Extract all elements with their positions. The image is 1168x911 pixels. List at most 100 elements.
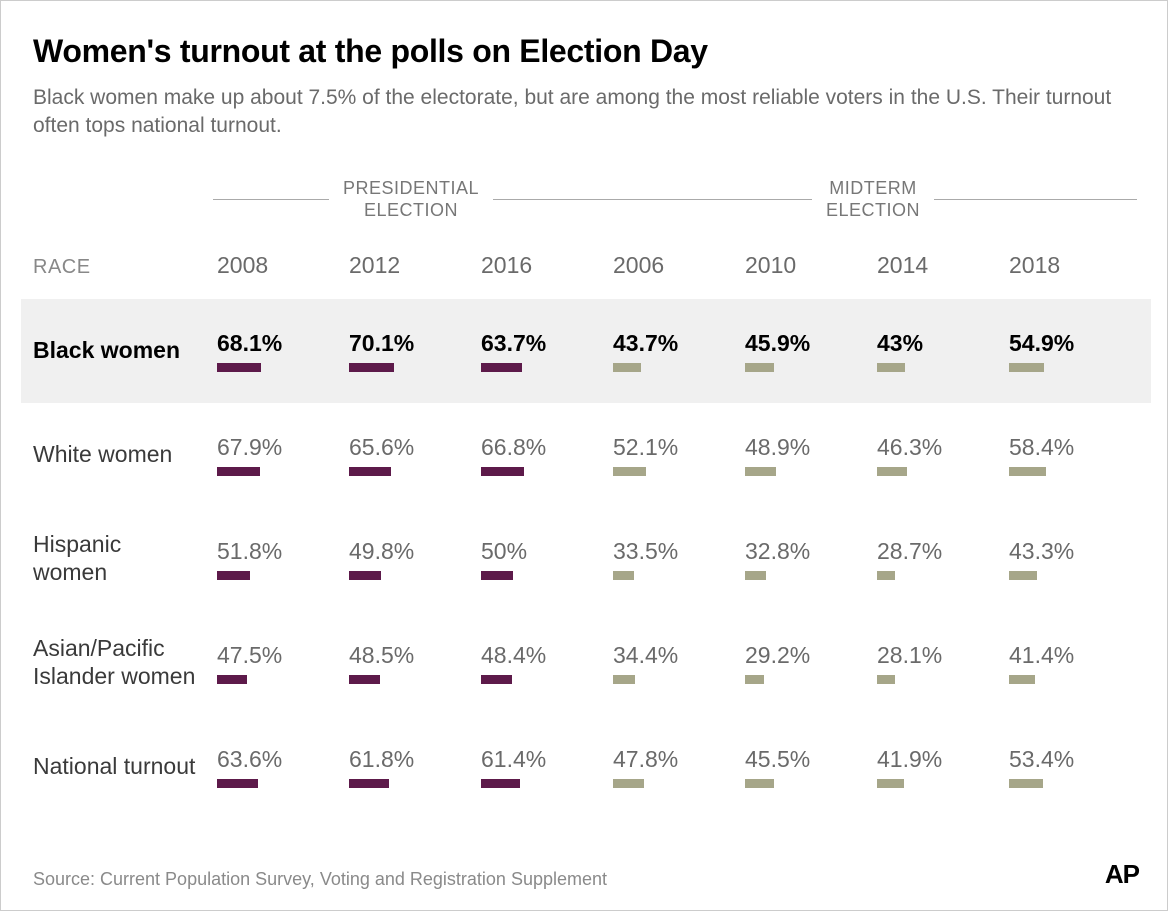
bar-indicator <box>349 363 394 372</box>
year-header: 2014 <box>873 252 1005 279</box>
year-header-row: RACE 2008201220162006201020142018 <box>33 252 1139 293</box>
cell-value: 49.8% <box>349 538 414 565</box>
cell-value: 50% <box>481 538 527 565</box>
data-cell: 67.9% <box>213 434 345 476</box>
group-header-midterm: MIDTERM ELECTION <box>609 177 1137 222</box>
cell-value: 52.1% <box>613 434 678 461</box>
table-row: Hispanic women51.8%49.8%50%33.5%32.8%28.… <box>33 507 1139 611</box>
year-header: 2018 <box>1005 252 1137 279</box>
cell-value: 58.4% <box>1009 434 1074 461</box>
data-cell: 65.6% <box>345 434 477 476</box>
data-cell: 43.3% <box>1005 538 1137 580</box>
data-cell: 61.4% <box>477 746 609 788</box>
data-cell: 48.9% <box>741 434 873 476</box>
bar-indicator <box>481 571 513 580</box>
bar-indicator <box>217 467 260 476</box>
data-cell: 45.9% <box>741 330 873 372</box>
bar-indicator <box>613 571 634 580</box>
row-label: White women <box>33 441 213 469</box>
group-label-midterm: MIDTERM ELECTION <box>812 177 934 222</box>
data-cell: 29.2% <box>741 642 873 684</box>
cell-value: 41.9% <box>877 746 942 773</box>
cell-value: 43.3% <box>1009 538 1074 565</box>
bar-indicator <box>481 363 522 372</box>
data-cell: 52.1% <box>609 434 741 476</box>
data-cell: 66.8% <box>477 434 609 476</box>
cell-value: 66.8% <box>481 434 546 461</box>
table-row: Black women68.1%70.1%63.7%43.7%45.9%43%5… <box>21 299 1151 403</box>
data-cell: 61.8% <box>345 746 477 788</box>
bar-indicator <box>481 779 520 788</box>
bar-indicator <box>745 675 764 684</box>
data-cell: 43.7% <box>609 330 741 372</box>
data-cell: 48.5% <box>345 642 477 684</box>
data-cell: 70.1% <box>345 330 477 372</box>
cell-value: 46.3% <box>877 434 942 461</box>
data-cell: 28.7% <box>873 538 1005 580</box>
year-header: 2012 <box>345 252 477 279</box>
year-header: 2006 <box>609 252 741 279</box>
bar-indicator <box>745 467 776 476</box>
cell-value: 63.7% <box>481 330 546 357</box>
year-header: 2016 <box>477 252 609 279</box>
cell-value: 48.5% <box>349 642 414 669</box>
bar-indicator <box>613 779 644 788</box>
bar-indicator <box>745 363 774 372</box>
source-text: Source: Current Population Survey, Votin… <box>33 869 607 890</box>
cell-value: 48.9% <box>745 434 810 461</box>
data-cell: 63.6% <box>213 746 345 788</box>
chart-title: Women's turnout at the polls on Election… <box>33 33 1139 70</box>
bar-indicator <box>877 779 904 788</box>
cell-value: 41.4% <box>1009 642 1074 669</box>
cell-value: 43.7% <box>613 330 678 357</box>
bar-indicator <box>1009 779 1043 788</box>
data-cell: 51.8% <box>213 538 345 580</box>
cell-value: 61.4% <box>481 746 546 773</box>
data-cell: 28.1% <box>873 642 1005 684</box>
table-row: Asian/Pacific Islander women47.5% 48.5% 48… <box>33 611 1139 715</box>
cell-value: 33.5% <box>613 538 678 565</box>
cell-value: 45.5% <box>745 746 810 773</box>
data-cell: 41.4% <box>1005 642 1137 684</box>
bar-indicator <box>1009 467 1046 476</box>
bar-indicator <box>877 675 895 684</box>
cell-value: 43% <box>877 330 923 357</box>
bar-indicator <box>877 363 905 372</box>
row-label: Asian/Pacific Islander women <box>33 635 213 690</box>
chart-container: Women's turnout at the polls on Election… <box>0 0 1168 911</box>
data-cell: 32.8% <box>741 538 873 580</box>
bar-indicator <box>349 675 380 684</box>
bar-indicator <box>217 571 250 580</box>
bar-indicator <box>877 467 907 476</box>
group-header-presidential: PRESIDENTIAL ELECTION <box>213 177 609 222</box>
data-cell: 50% <box>477 538 609 580</box>
cell-value: 28.7% <box>877 538 942 565</box>
cell-value: 47.5% <box>217 642 282 669</box>
cell-value: 48.4% <box>481 642 546 669</box>
group-label-presidential: PRESIDENTIAL ELECTION <box>329 177 493 222</box>
bar-indicator <box>1009 571 1037 580</box>
cell-value: 54.9% <box>1009 330 1074 357</box>
cell-value: 61.8% <box>349 746 414 773</box>
column-group-headers: PRESIDENTIAL ELECTION MIDTERM ELECTION <box>33 177 1139 222</box>
bar-indicator <box>217 363 261 372</box>
bar-indicator <box>349 779 389 788</box>
cell-value: 67.9% <box>217 434 282 461</box>
bar-indicator <box>481 467 524 476</box>
bar-indicator <box>481 675 512 684</box>
data-cell: 49.8% <box>345 538 477 580</box>
data-cell: 47.5% <box>213 642 345 684</box>
bar-indicator <box>745 779 774 788</box>
race-column-header: RACE <box>33 256 213 279</box>
data-cell: 58.4% <box>1005 434 1137 476</box>
data-cell: 34.4% <box>609 642 741 684</box>
data-cell: 41.9% <box>873 746 1005 788</box>
cell-value: 32.8% <box>745 538 810 565</box>
bar-indicator <box>349 467 391 476</box>
data-cell: 63.7% <box>477 330 609 372</box>
bar-indicator <box>613 363 641 372</box>
bar-indicator <box>877 571 895 580</box>
year-header: 2008 <box>213 252 345 279</box>
bar-indicator <box>1009 675 1035 684</box>
year-header: 2010 <box>741 252 873 279</box>
